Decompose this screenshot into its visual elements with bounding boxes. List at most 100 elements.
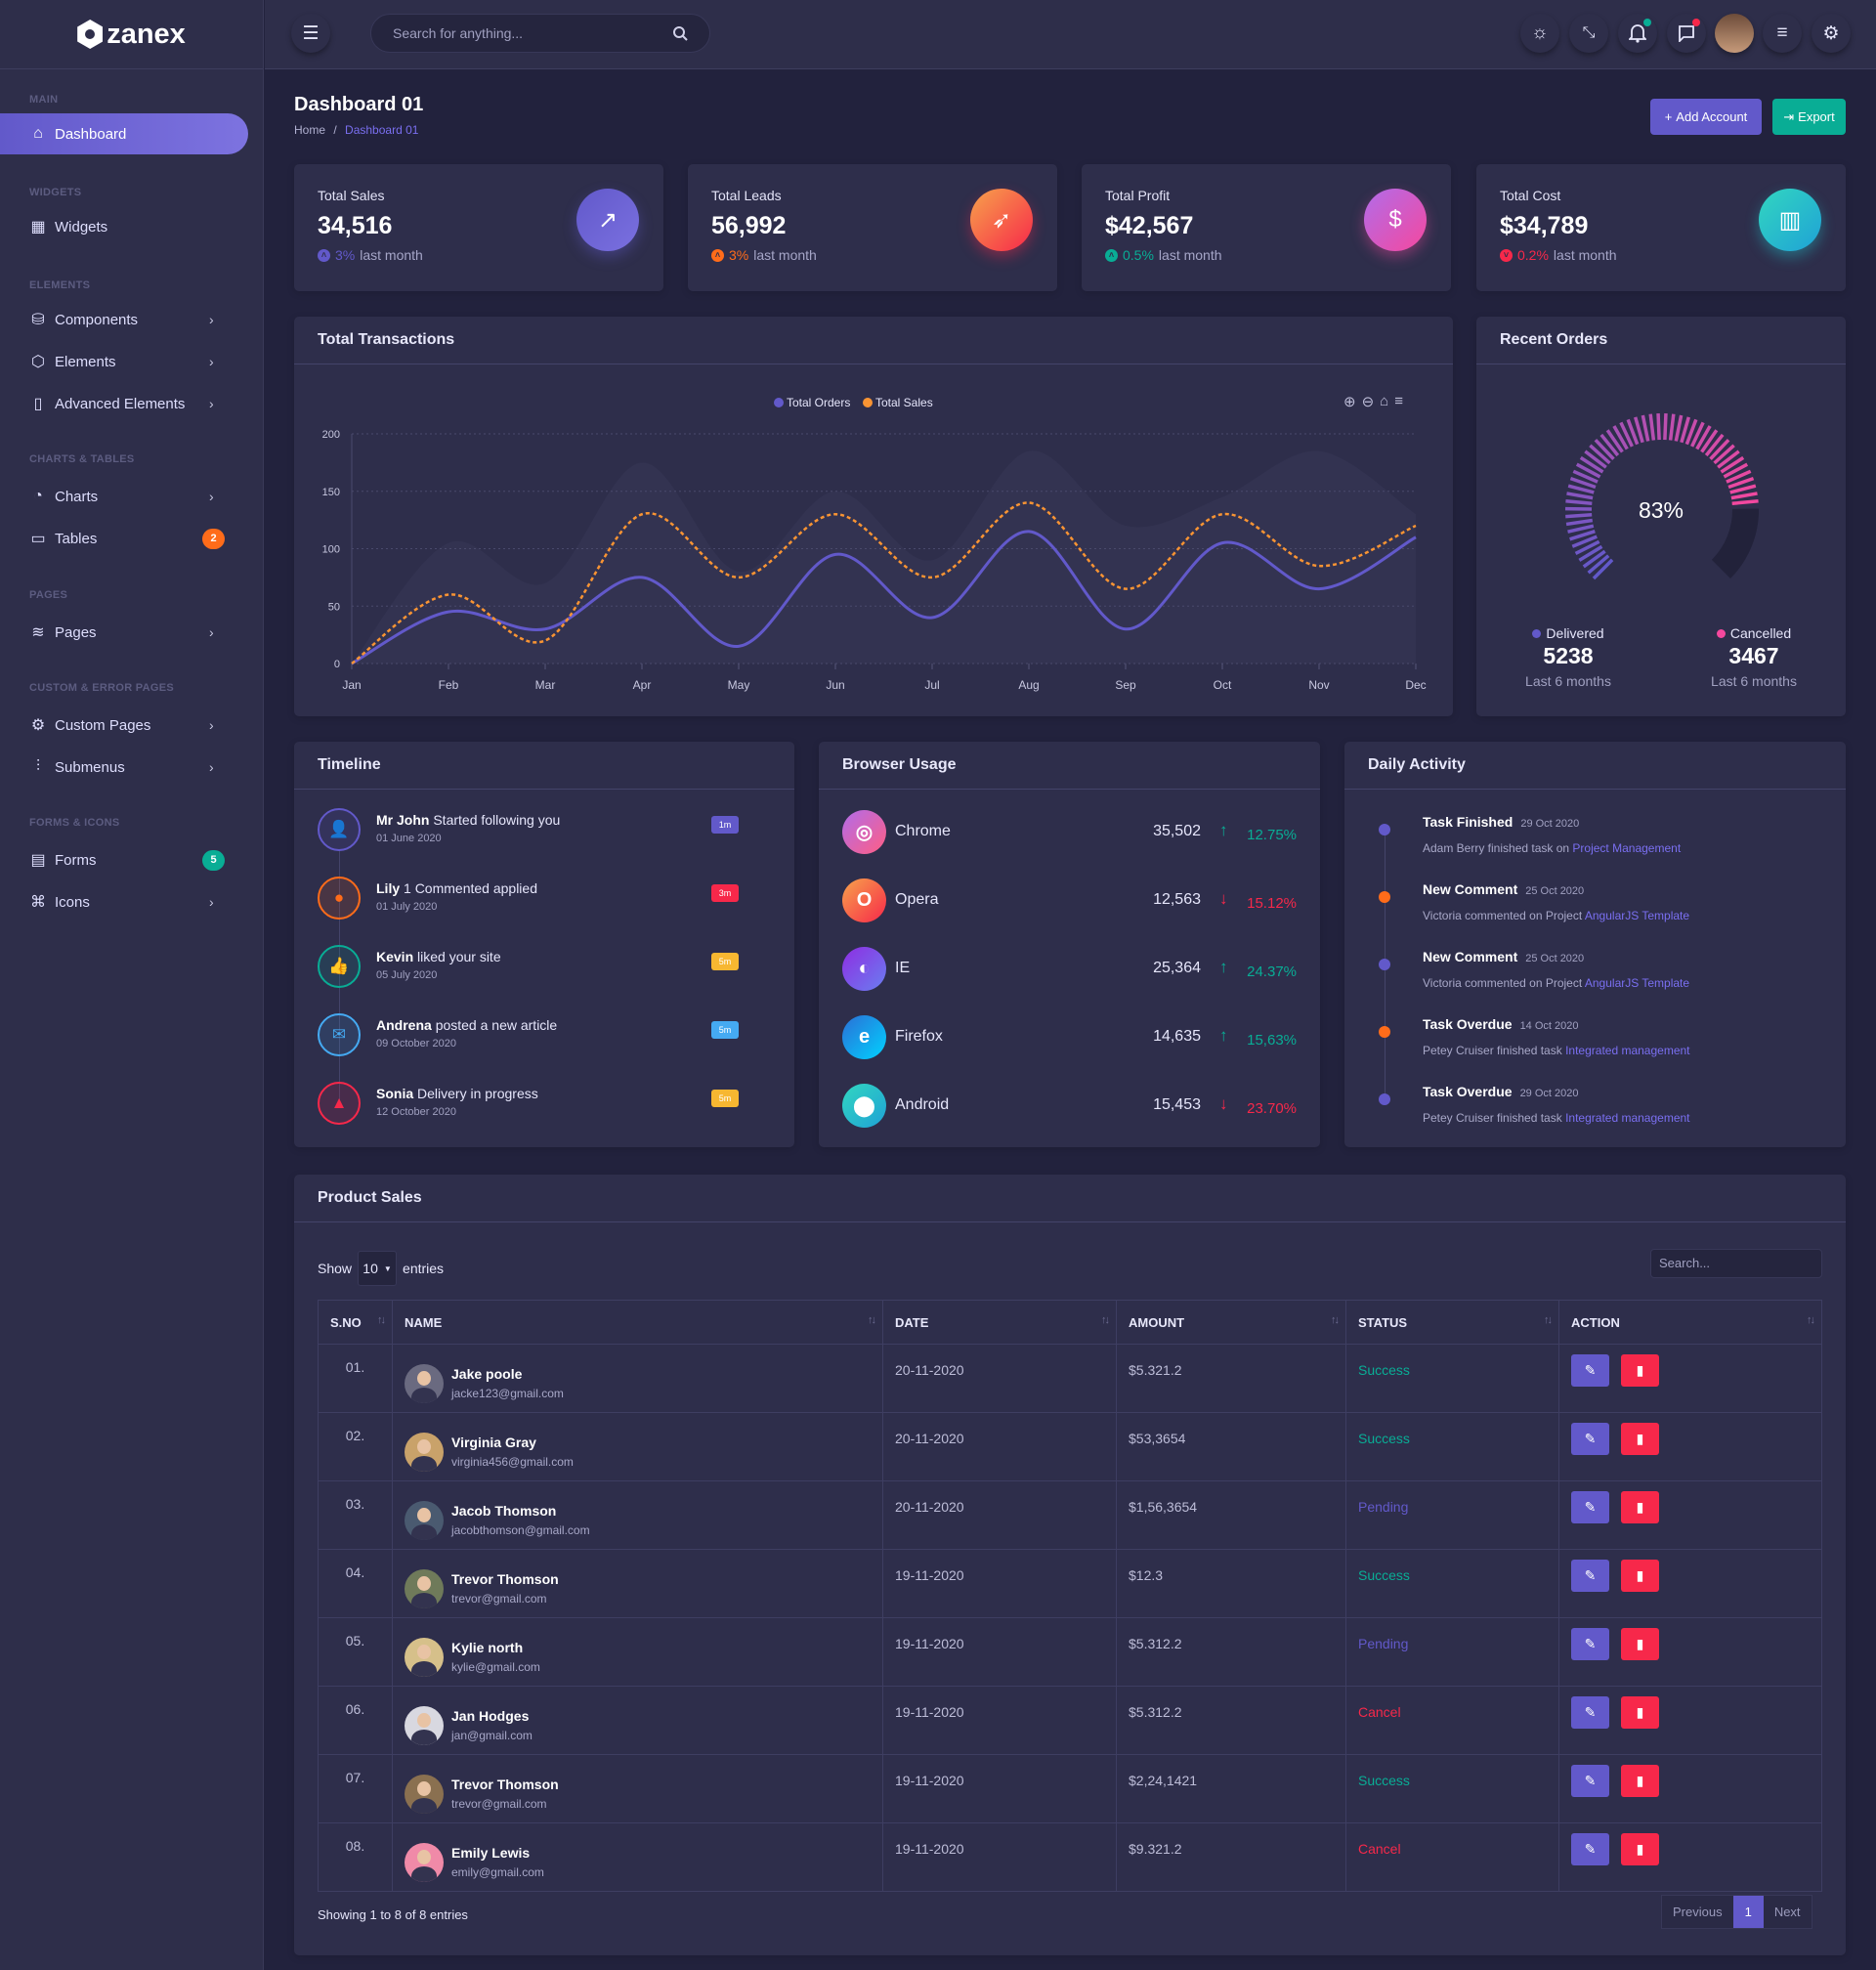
add-account-button[interactable]: + Add Account: [1650, 99, 1762, 135]
sidebar-item-tables[interactable]: ▭ Tables 2: [0, 518, 248, 559]
gauge-tick: [1731, 499, 1759, 506]
cell-sno: 06.: [318, 1686, 393, 1755]
activity-link[interactable]: AngularJS Template: [1584, 976, 1690, 990]
cell-date: 20-11-2020: [882, 1480, 1117, 1550]
sidebar-item-components[interactable]: ⛁ Components ›: [0, 299, 248, 340]
zoom-in-icon[interactable]: ⊕: [1343, 394, 1356, 410]
edit-button[interactable]: ✎: [1571, 1354, 1609, 1387]
legend-label[interactable]: Total Orders: [787, 396, 850, 409]
column-header-action[interactable]: ACTION ↑↓: [1558, 1300, 1822, 1345]
timeline-date: 01 June 2020: [376, 833, 442, 844]
entries-select[interactable]: 10 ▼: [358, 1251, 398, 1286]
browser-name: IE: [895, 960, 911, 976]
browser-name: Android: [895, 1096, 950, 1113]
cell-sno: 07.: [318, 1754, 393, 1823]
sidebar-category: Forms & Icons: [29, 817, 120, 829]
column-header-name[interactable]: NAME ↑↓: [392, 1300, 883, 1345]
activity-link[interactable]: AngularJS Template: [1584, 909, 1690, 922]
activity-link[interactable]: Integrated management: [1565, 1044, 1690, 1057]
home-icon[interactable]: ⌂: [1380, 393, 1389, 409]
arrow-down-icon: ↓: [1219, 1094, 1228, 1113]
sidebar-item-pages[interactable]: ≋ Pages ›: [0, 612, 248, 653]
sidebar-item-label: Custom Pages: [55, 716, 151, 734]
column-header-date[interactable]: DATE ↑↓: [882, 1300, 1117, 1345]
sidebar-item-widgets[interactable]: ▦ Widgets: [0, 206, 248, 247]
status-badge: Cancel: [1345, 1822, 1559, 1892]
column-header-amount[interactable]: AMOUNT ↑↓: [1116, 1300, 1346, 1345]
table-search-input[interactable]: Search...: [1650, 1249, 1822, 1278]
sidebar-item-submenus[interactable]: ⫶ Submenus ›: [0, 747, 248, 788]
gauge-tick: [1594, 438, 1615, 460]
timeline-date: 09 October 2020: [376, 1038, 456, 1049]
pagination-page-1[interactable]: 1: [1732, 1896, 1764, 1928]
zoom-out-icon[interactable]: ⊖: [1361, 394, 1375, 410]
sort-icon: ↑↓: [377, 1314, 386, 1326]
show-label: Show: [318, 1261, 353, 1276]
sidebar-item-forms[interactable]: ▤ Forms 5: [0, 839, 248, 880]
activity-link[interactable]: Project Management: [1572, 841, 1682, 855]
sidebar-toggle-button[interactable]: ☰: [291, 14, 330, 53]
export-button[interactable]: ⇥ Export: [1772, 99, 1846, 135]
sidebar-item-custom-pages[interactable]: ⚙ Custom Pages ›: [0, 705, 248, 746]
edit-button[interactable]: ✎: [1571, 1696, 1609, 1729]
sidebar-item-icons[interactable]: ⌘ Icons ›: [0, 881, 248, 922]
column-header-label: STATUS: [1358, 1314, 1408, 1330]
edit-button[interactable]: ✎: [1571, 1491, 1609, 1523]
delete-button[interactable]: ▮: [1621, 1833, 1659, 1865]
edit-button[interactable]: ✎: [1571, 1560, 1609, 1592]
avatar: [405, 1364, 444, 1403]
column-header-sno[interactable]: S.NO ↑↓: [318, 1300, 393, 1345]
activity-title: New Comment 25 Oct 2020: [1423, 949, 1584, 964]
sidebar-item-dashboard[interactable]: ⌂ Dashboard: [0, 113, 248, 154]
sidebar: zanex Main ⌂ Dashboard Widgets ▦ Widgets Eleme…: [0, 0, 264, 1970]
gauge-tick: [1571, 535, 1598, 548]
x-tick-label: Mar: [535, 678, 556, 692]
sidebar-item-advanced-elements[interactable]: ▯ Advanced Elements ›: [0, 383, 248, 424]
column-header-label: NAME: [405, 1314, 443, 1330]
activity-link[interactable]: Integrated management: [1565, 1111, 1690, 1125]
edit-button[interactable]: ✎: [1571, 1833, 1609, 1865]
table-search-placeholder: Search...: [1659, 1256, 1711, 1270]
delete-button[interactable]: ▮: [1621, 1560, 1659, 1592]
theme-toggle-button[interactable]: ☼: [1520, 14, 1559, 53]
activity-desc-text: Petey Cruiser finished task: [1423, 1111, 1562, 1125]
y-tick-label: 150: [322, 487, 340, 498]
brand-logo[interactable]: zanex: [0, 0, 263, 69]
sidebar-item-elements[interactable]: ⬡ Elements ›: [0, 341, 248, 382]
activity-desc-text: Petey Cruiser finished task: [1423, 1044, 1562, 1057]
pencil-icon: ✎: [1584, 1704, 1597, 1720]
fullscreen-button[interactable]: ⤡: [1569, 14, 1608, 53]
delete-button[interactable]: ▮: [1621, 1491, 1659, 1523]
breadcrumb-home[interactable]: Home: [294, 123, 326, 137]
pagination-previous[interactable]: Previous: [1673, 1905, 1723, 1919]
settings-button[interactable]: ⚙: [1812, 14, 1851, 53]
edit-button[interactable]: ✎: [1571, 1628, 1609, 1660]
search-input[interactable]: Search for anything...: [370, 14, 710, 53]
activity-item: Task Finished 29 Oct 2020 Adam Berry finis…: [1344, 814, 1846, 863]
sidebar-item-charts[interactable]: ◔ Charts ›: [0, 476, 248, 517]
delete-button[interactable]: ▮: [1621, 1696, 1659, 1729]
hamburger-menu-icon[interactable]: ≡: [1394, 393, 1403, 409]
pagination-next[interactable]: Next: [1773, 1905, 1801, 1919]
delete-button[interactable]: ▮: [1621, 1765, 1659, 1797]
stat-change-suffix: last month: [1553, 247, 1617, 263]
messages-button[interactable]: [1667, 14, 1706, 53]
menu-button[interactable]: ≡: [1763, 14, 1802, 53]
legend-label[interactable]: Total Sales: [875, 396, 933, 409]
x-tick-label: Feb: [439, 678, 459, 692]
stat-card-total-sales: Total Sales 34,516 ˄ 3% last month ↗: [294, 164, 663, 291]
card-title: Total Transactions: [294, 317, 1453, 364]
edit-button[interactable]: ✎: [1571, 1765, 1609, 1797]
cell-date: 19-11-2020: [882, 1617, 1117, 1687]
delete-button[interactable]: ▮: [1621, 1354, 1659, 1387]
user-avatar[interactable]: [1715, 14, 1754, 53]
timeline-item: 👍 Kevin liked your site 05 July 2020 5m: [294, 945, 794, 1004]
recent-orders-card: Recent Orders 83% Delivered 5238 Last 6 …: [1476, 317, 1846, 716]
notifications-button[interactable]: [1618, 14, 1657, 53]
delete-button[interactable]: ▮: [1621, 1628, 1659, 1660]
edit-button[interactable]: ✎: [1571, 1423, 1609, 1455]
column-header-status[interactable]: STATUS ↑↓: [1345, 1300, 1559, 1345]
cell-action: ✎ ▮: [1558, 1754, 1822, 1823]
top-header: ☰ Search for anything... ☼ ⤡ ≡ ⚙: [265, 0, 1876, 69]
delete-button[interactable]: ▮: [1621, 1423, 1659, 1455]
